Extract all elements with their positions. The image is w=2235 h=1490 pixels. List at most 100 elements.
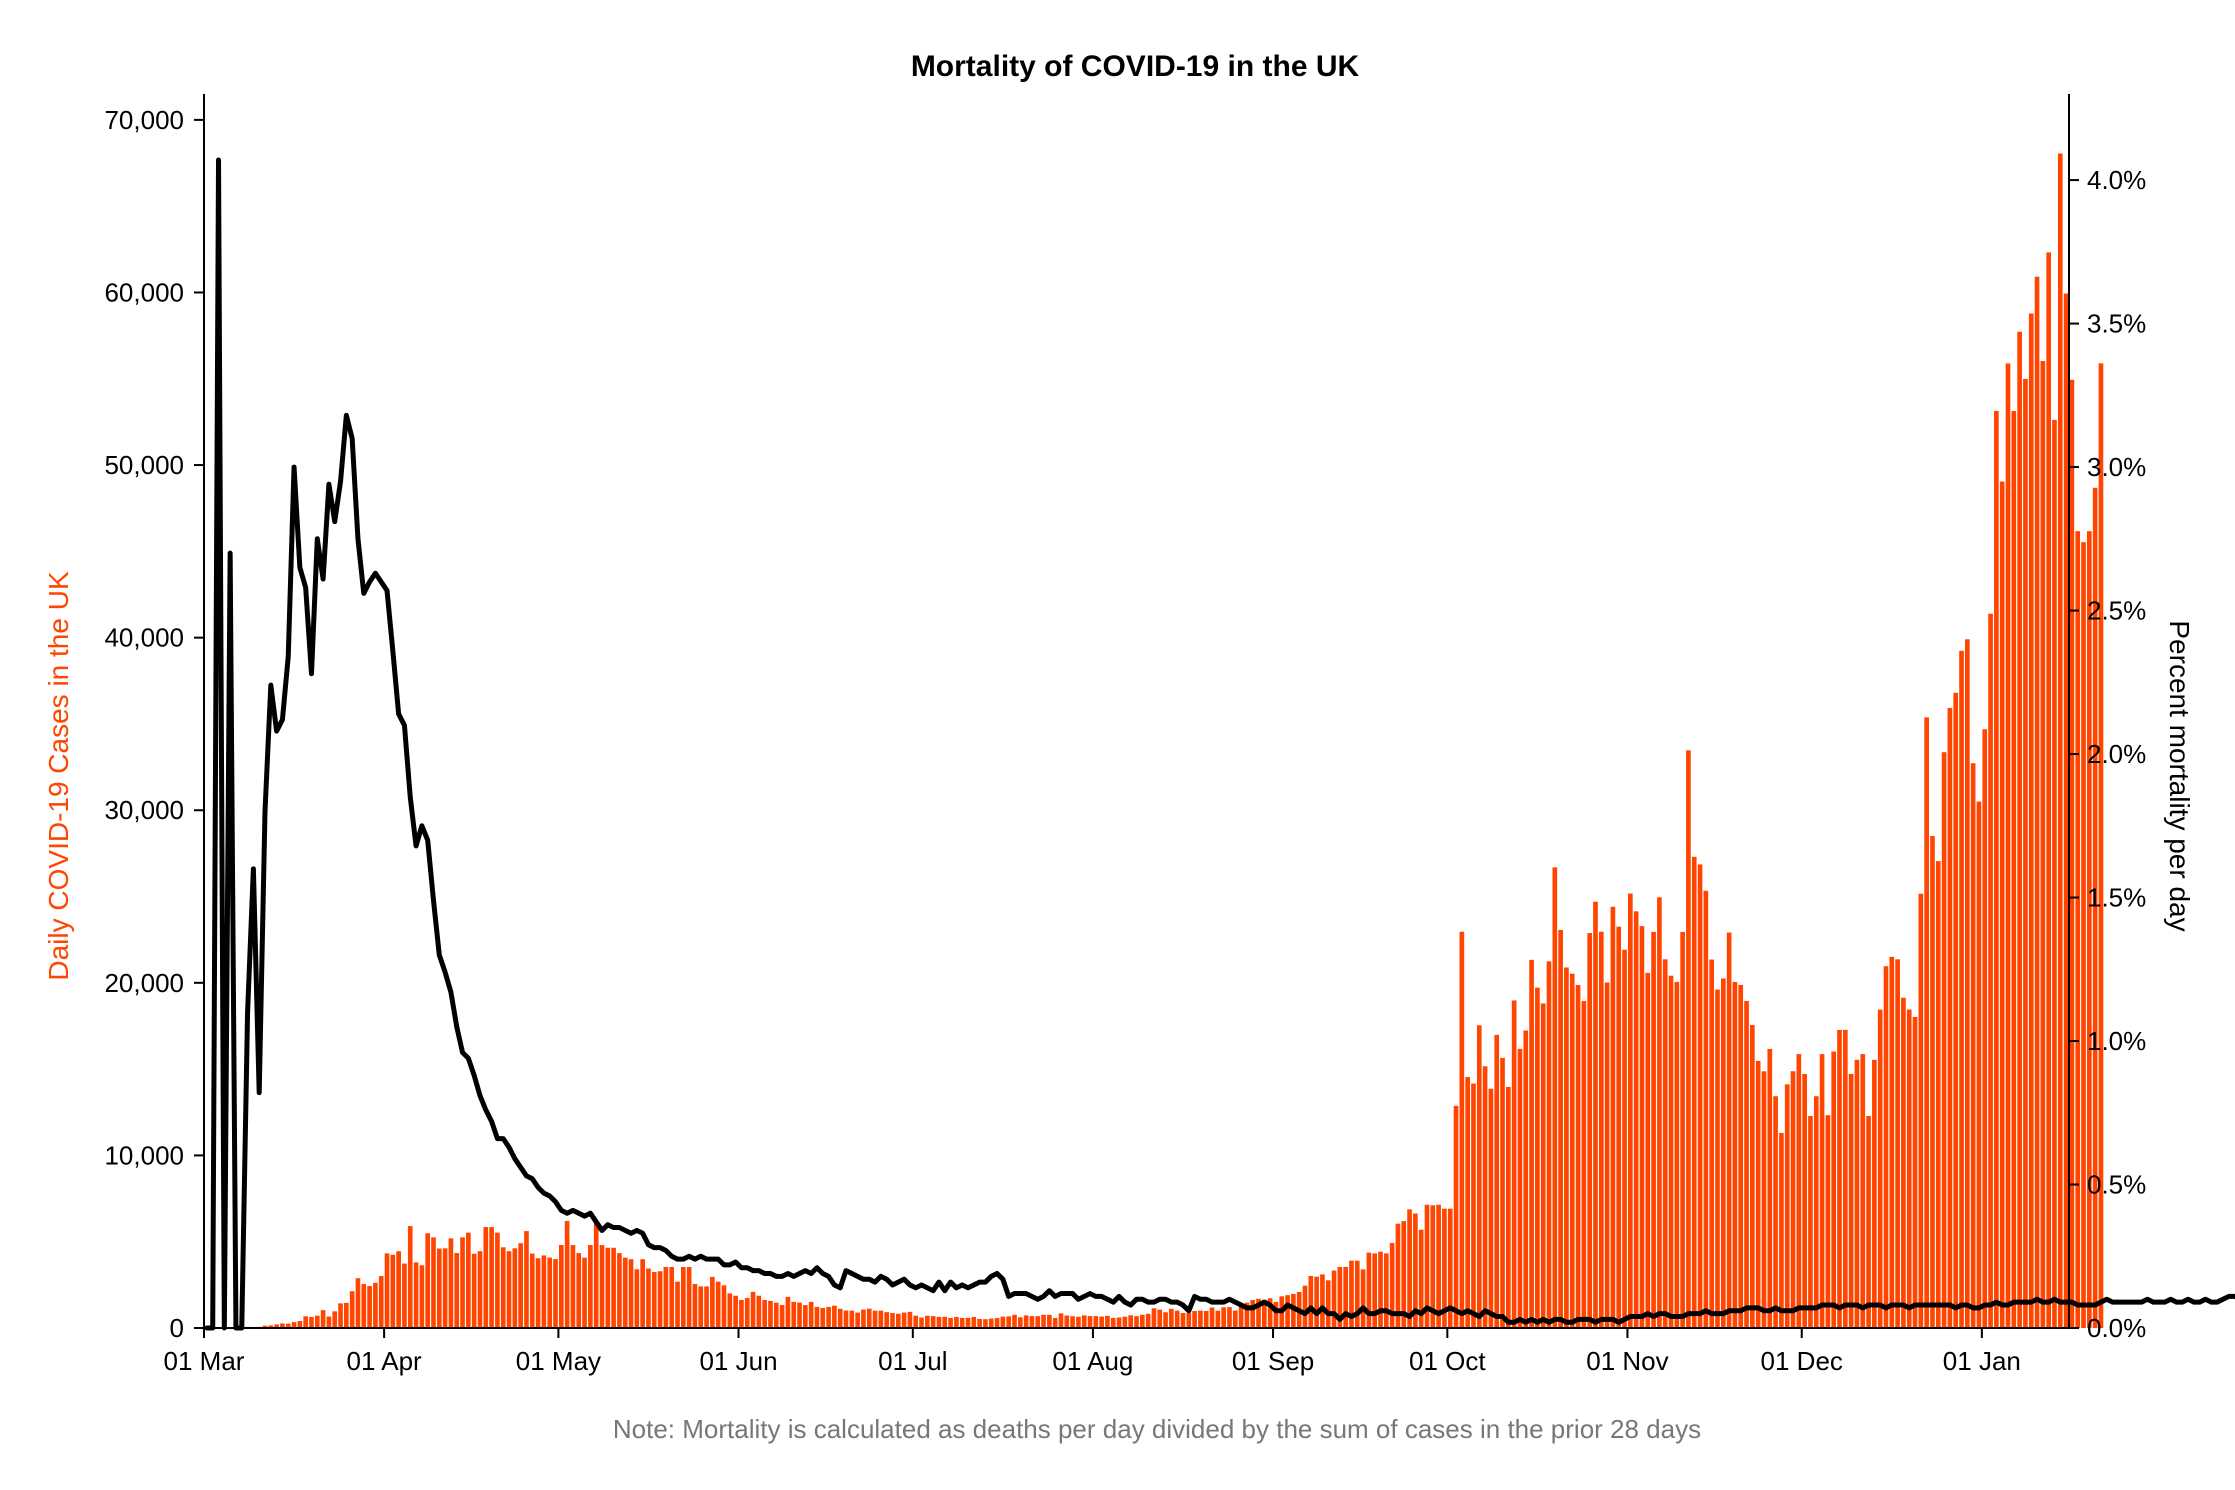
case-bar (326, 1316, 332, 1328)
case-bar (919, 1317, 924, 1328)
case-bar (1982, 729, 1988, 1328)
case-bar (1773, 1096, 1778, 1328)
case-bar (907, 1311, 913, 1328)
case-bar (518, 1243, 523, 1328)
case-bar (1569, 973, 1575, 1328)
case-bar (785, 1296, 791, 1328)
case-bar (1779, 1132, 1784, 1328)
case-bar (814, 1306, 820, 1328)
case-bar (297, 1320, 303, 1328)
case-bar (1813, 1096, 1819, 1328)
case-bar (262, 1325, 268, 1328)
case-bar (1203, 1310, 1209, 1328)
case-bar (2011, 410, 2017, 1329)
case-bar (1157, 1309, 1163, 1328)
case-bar (1413, 1213, 1418, 1328)
case-bar (1564, 967, 1569, 1328)
case-bar (1169, 1308, 1174, 1328)
case-bar (1802, 1073, 1807, 1328)
case-bar (1151, 1308, 1157, 1328)
case-bar (1842, 1029, 1848, 1328)
case-bar (721, 1285, 727, 1328)
case-bar (495, 1232, 500, 1328)
x-tick-label: 01 Sep (1232, 1346, 1314, 1376)
case-bar (274, 1324, 279, 1328)
case-bar (779, 1305, 785, 1328)
case-bar (1587, 933, 1592, 1328)
case-bar (1994, 410, 1999, 1329)
case-bar (756, 1295, 762, 1328)
case-bar (431, 1237, 436, 1328)
case-bar (576, 1253, 582, 1328)
case-bar (1447, 1208, 1453, 1328)
case-bar (791, 1301, 797, 1328)
case-bar (2034, 276, 2040, 1328)
case-bar (570, 1245, 576, 1328)
case-bar (1000, 1316, 1006, 1328)
case-bars (204, 153, 2104, 1329)
case-bar (942, 1316, 948, 1328)
case-bar (1099, 1316, 1104, 1328)
case-bar (1320, 1274, 1325, 1328)
case-bar (2092, 487, 2098, 1328)
case-bar (1238, 1306, 1244, 1328)
case-bar (1633, 911, 1639, 1328)
case-bar (837, 1308, 843, 1328)
case-bar (1273, 1301, 1279, 1328)
case-bar (1662, 959, 1668, 1328)
case-bar (1953, 692, 1959, 1328)
case-bar (750, 1291, 756, 1328)
case-bar (1837, 1029, 1842, 1328)
case-bar (855, 1312, 860, 1328)
case-bar (1337, 1266, 1343, 1328)
case-bar (1941, 752, 1947, 1328)
case-bar (1070, 1316, 1075, 1328)
case-bar (1877, 1009, 1883, 1328)
case-bar (1285, 1295, 1290, 1328)
case-bar (1883, 966, 1889, 1328)
case-bar (506, 1251, 512, 1328)
case-bar (1139, 1314, 1145, 1328)
case-bar (948, 1317, 953, 1328)
case-bar (588, 1245, 593, 1328)
case-bar (1761, 1071, 1767, 1328)
case-bar (1552, 867, 1558, 1328)
case-bar (355, 1278, 361, 1328)
case-bar (2017, 331, 2022, 1328)
x-tick-label: 01 Nov (1586, 1346, 1668, 1376)
case-bar (1848, 1073, 1854, 1328)
case-bar (646, 1268, 651, 1328)
case-bar (425, 1233, 431, 1328)
case-bar (291, 1322, 297, 1328)
x-tick-label: 01 Dec (1761, 1346, 1843, 1376)
case-bar (1267, 1298, 1273, 1328)
case-bar (1598, 931, 1604, 1328)
case-bar (1006, 1316, 1012, 1328)
case-bar (1262, 1299, 1267, 1328)
case-bar (2040, 361, 2046, 1328)
case-bar (1860, 1054, 1866, 1328)
case-bar (1122, 1316, 1128, 1328)
right-tick-label: 2.5% (2087, 596, 2146, 626)
case-bar (866, 1308, 872, 1328)
case-bar (1622, 949, 1627, 1328)
case-bar (826, 1306, 831, 1328)
case-bar (1825, 1115, 1831, 1328)
case-bar (1651, 931, 1656, 1328)
case-bar (1970, 763, 1976, 1328)
case-bar (1999, 481, 2005, 1328)
case-bar (692, 1283, 698, 1328)
case-bar (1895, 959, 1900, 1328)
case-bar (895, 1313, 901, 1328)
right-tick-label: 0.0% (2087, 1313, 2146, 1343)
case-bar (535, 1258, 541, 1328)
case-bar (1558, 929, 1563, 1328)
case-bar (640, 1259, 645, 1328)
case-bar (1872, 1059, 1877, 1328)
case-bar (1796, 1054, 1802, 1328)
case-bar (344, 1302, 349, 1328)
case-bar (1424, 1204, 1430, 1328)
case-bar (1134, 1316, 1139, 1328)
case-bar (1145, 1313, 1151, 1328)
case-bar (669, 1267, 675, 1328)
